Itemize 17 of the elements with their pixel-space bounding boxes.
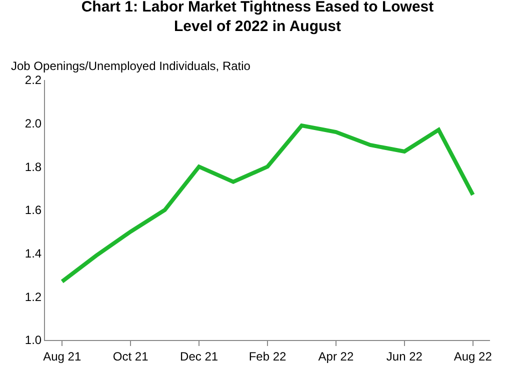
x-tick-label: Jun 22 (386, 349, 423, 364)
y-tick-label: 1.6 (24, 203, 42, 218)
x-tick-label: Dec 21 (180, 349, 218, 364)
y-tick-label: 1.4 (24, 246, 42, 261)
x-tick-label: Oct 21 (112, 349, 149, 364)
y-tick-label: 1.2 (24, 290, 42, 304)
y-tick-label: 1.0 (24, 333, 42, 348)
x-tick-label: Aug 21 (43, 349, 82, 364)
y-tick-label: 2.0 (24, 116, 42, 131)
y-tick-label: 2.2 (24, 73, 42, 88)
chart-title: Chart 1: Labor Market Tightness Eased to Lowest Level of 2022 in August (81, 0, 434, 36)
x-tick-label: Apr 22 (318, 349, 354, 364)
x-tick-label: Feb 22 (248, 349, 287, 364)
y-axis-title: Job Openings/Unemployed Individuals, Ratio (11, 59, 251, 73)
x-tick-label: Aug 22 (454, 349, 492, 364)
y-tick-label: 1.8 (24, 160, 42, 174)
line-series (60, 124, 475, 284)
